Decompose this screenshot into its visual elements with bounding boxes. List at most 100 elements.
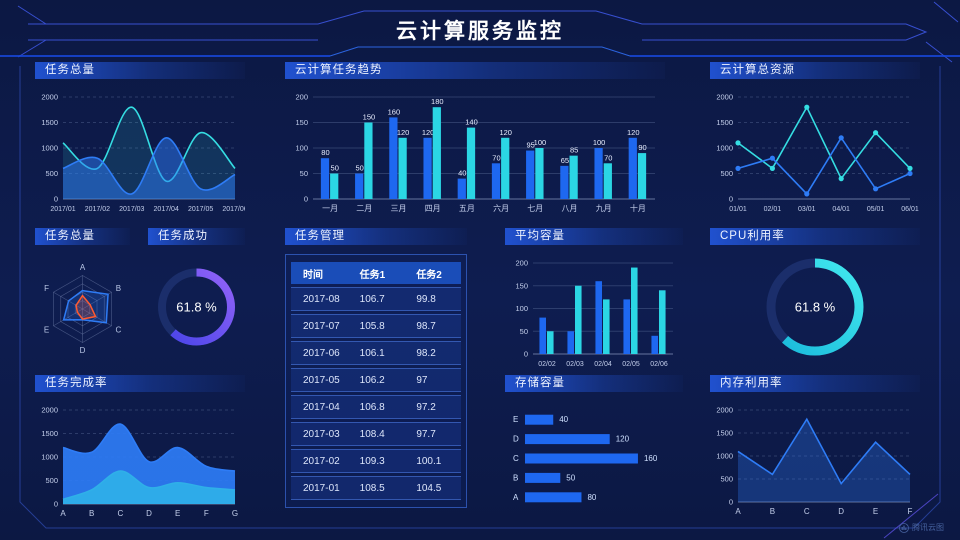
svg-text:1500: 1500 xyxy=(716,118,733,127)
svg-text:一月: 一月 xyxy=(322,204,338,213)
svg-text:95: 95 xyxy=(527,141,535,150)
svg-text:2017/02: 2017/02 xyxy=(85,206,110,213)
svg-text:2000: 2000 xyxy=(716,93,733,102)
svg-text:120: 120 xyxy=(616,435,630,444)
table-header-cell: 任务2 xyxy=(404,262,461,284)
svg-text:A: A xyxy=(513,493,519,502)
table-cell: 2017-07 xyxy=(291,314,348,338)
svg-text:四月: 四月 xyxy=(425,204,441,213)
svg-text:1000: 1000 xyxy=(41,144,58,153)
table-cell: 2017-05 xyxy=(291,368,348,392)
panel-cloud-total-resource: 云计算总资源 0 500 1000 1500 2000 01/01 02/01 03/01 04… xyxy=(710,62,920,215)
memory-utilization-chart: 0 500 1000 1500 2000 A B C D E F xyxy=(710,396,920,518)
panel-cpu-utilization: CPU利用率 61.8 % xyxy=(710,228,920,365)
svg-text:A: A xyxy=(735,507,741,516)
svg-text:七月: 七月 xyxy=(527,204,543,213)
panel-title-storage-capacity: 存储容量 xyxy=(505,375,683,392)
svg-text:02/05: 02/05 xyxy=(622,361,640,368)
svg-text:五月: 五月 xyxy=(459,204,475,213)
panel-memory-utilization: 内存利用率 0 500 1000 1500 2000 A B C D E F xyxy=(710,375,920,518)
table-header-row: 时间 任务1 任务2 xyxy=(291,262,461,284)
svg-text:150: 150 xyxy=(363,113,376,122)
svg-text:C: C xyxy=(513,454,519,463)
svg-text:1500: 1500 xyxy=(41,118,58,127)
svg-text:70: 70 xyxy=(492,153,500,162)
table-cell: 104.5 xyxy=(404,476,461,500)
table-cell: 97.7 xyxy=(404,422,461,446)
svg-text:01/01: 01/01 xyxy=(729,206,747,213)
svg-text:C: C xyxy=(116,325,122,334)
svg-text:200: 200 xyxy=(295,93,308,102)
svg-text:G: G xyxy=(232,509,238,518)
svg-text:500: 500 xyxy=(45,169,58,178)
svg-text:50: 50 xyxy=(356,164,364,173)
tencent-cloud-watermark: 腾讯云图 xyxy=(899,522,944,533)
svg-text:50: 50 xyxy=(566,473,575,482)
panel-average-capacity: 平均容量 0 50 100 150 200 02/02 02/03 02/04 02/05 02/… xyxy=(505,228,683,370)
table-row: 2017-06 106.1 98.2 xyxy=(291,341,461,365)
panel-task-management: 任务管理 时间 任务1 任务2 2017-08 106.7 99.8 2017-07 105.… xyxy=(285,228,467,512)
svg-text:F: F xyxy=(204,509,209,518)
svg-text:85: 85 xyxy=(570,146,578,155)
svg-text:C: C xyxy=(804,507,810,516)
table-row: 2017-07 105.8 98.7 xyxy=(291,314,461,338)
table-cell: 106.7 xyxy=(347,287,405,311)
table-cell: 106.1 xyxy=(347,341,405,365)
svg-text:1500: 1500 xyxy=(41,429,58,438)
svg-text:500: 500 xyxy=(45,476,58,485)
table-cell: 2017-08 xyxy=(291,287,348,311)
svg-text:04/01: 04/01 xyxy=(832,206,850,213)
svg-text:B: B xyxy=(770,507,775,516)
svg-text:0: 0 xyxy=(54,500,58,509)
svg-text:61.8 %: 61.8 % xyxy=(795,300,836,315)
svg-text:0: 0 xyxy=(54,195,58,204)
table-cell: 2017-06 xyxy=(291,341,348,365)
table-cell: 97 xyxy=(404,368,461,392)
task-management-table: 时间 任务1 任务2 2017-08 106.7 99.8 2017-07 105.8 98.7… xyxy=(285,249,467,512)
panel-task-completion-rate: 任务完成率 0 500 1000 1500 2000 A B C D E F G xyxy=(35,375,245,520)
average-capacity-chart: 0 50 100 150 200 02/02 02/03 02/04 02/05 02/06 xyxy=(505,249,683,370)
svg-text:A: A xyxy=(60,509,66,518)
table-cell: 2017-03 xyxy=(291,422,348,446)
panel-title-memory-utilization: 内存利用率 xyxy=(710,375,920,392)
panel-task-total-radar: 任务总量 A B C D E F xyxy=(35,228,130,365)
table-cell: 108.4 xyxy=(347,422,405,446)
task-completion-rate-chart: 0 500 1000 1500 2000 A B C D E F G xyxy=(35,396,245,520)
svg-text:02/03: 02/03 xyxy=(566,361,584,368)
panel-task-success: 任务成功 61.8 % xyxy=(148,228,245,365)
svg-text:160: 160 xyxy=(388,107,401,116)
svg-text:A: A xyxy=(80,263,86,272)
svg-text:0: 0 xyxy=(304,195,308,204)
table-cell: 99.8 xyxy=(404,287,461,311)
panel-title-cpu-utilization: CPU利用率 xyxy=(710,228,920,245)
panel-storage-capacity: 存储容量 E 40 D 120 C 160 B 50 A 80 xyxy=(505,375,683,517)
svg-text:03/01: 03/01 xyxy=(798,206,816,213)
svg-text:D: D xyxy=(80,346,86,355)
table-cell: 109.3 xyxy=(347,449,405,473)
svg-text:F: F xyxy=(44,284,49,293)
svg-text:F: F xyxy=(908,507,913,516)
svg-text:500: 500 xyxy=(720,169,733,178)
table-cell: 106.8 xyxy=(347,395,405,419)
svg-text:65: 65 xyxy=(561,156,569,165)
panel-title-cloud-total-resource: 云计算总资源 xyxy=(710,62,920,79)
svg-text:2017/01: 2017/01 xyxy=(50,206,75,213)
svg-text:200: 200 xyxy=(515,259,528,268)
table-cell: 100.1 xyxy=(404,449,461,473)
svg-text:B: B xyxy=(89,509,94,518)
svg-text:E: E xyxy=(513,415,518,424)
panel-title-average-capacity: 平均容量 xyxy=(505,228,683,245)
table-header-cell: 时间 xyxy=(291,262,348,284)
table-cell: 98.2 xyxy=(404,341,461,365)
svg-text:06/01: 06/01 xyxy=(901,206,919,213)
cpu-utilization-donut: 61.8 % xyxy=(710,249,920,365)
task-success-donut: 61.8 % xyxy=(148,249,245,365)
svg-text:160: 160 xyxy=(644,454,658,463)
svg-text:E: E xyxy=(44,325,49,334)
svg-text:02/04: 02/04 xyxy=(594,361,612,368)
svg-text:六月: 六月 xyxy=(493,203,509,213)
svg-text:D: D xyxy=(513,435,519,444)
storage-capacity-chart: E 40 D 120 C 160 B 50 A 80 xyxy=(505,396,683,517)
svg-text:61.8 %: 61.8 % xyxy=(176,300,217,315)
panel-title-cloud-task-trend: 云计算任务趋势 xyxy=(285,62,665,79)
